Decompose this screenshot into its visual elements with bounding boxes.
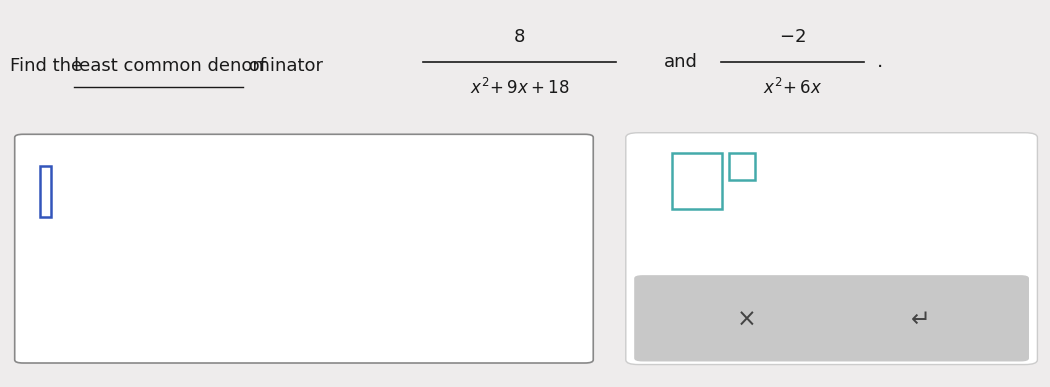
FancyBboxPatch shape <box>15 134 593 363</box>
Text: of: of <box>243 57 266 75</box>
Text: .: . <box>877 52 883 72</box>
Text: $x^2\!+6x$: $x^2\!+6x$ <box>763 78 822 98</box>
Text: Find the: Find the <box>10 57 88 75</box>
Text: 8: 8 <box>514 28 525 46</box>
Bar <box>672 153 722 209</box>
Bar <box>40 166 51 217</box>
Text: least common denominator: least common denominator <box>74 57 322 75</box>
Text: $-2$: $-2$ <box>779 28 806 46</box>
FancyBboxPatch shape <box>626 133 1037 365</box>
Text: $x^2\!+9x+18$: $x^2\!+9x+18$ <box>470 78 569 98</box>
Text: and: and <box>664 53 697 71</box>
Bar <box>729 153 755 180</box>
Text: ×: × <box>737 308 756 332</box>
FancyBboxPatch shape <box>634 275 1029 361</box>
Text: ↵: ↵ <box>910 308 930 332</box>
